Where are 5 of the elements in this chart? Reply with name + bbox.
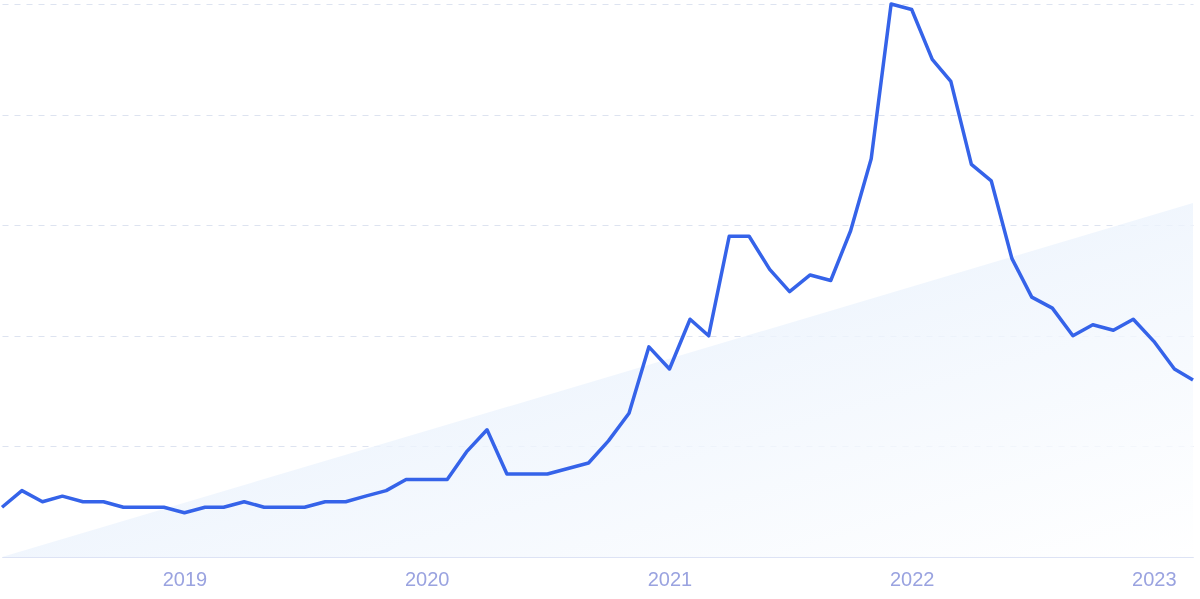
x-tick-label: 2020: [404, 567, 450, 590]
x-tick-label: 2021: [647, 567, 693, 590]
x-tick-label: 2022: [889, 567, 935, 590]
x-tick-label: 2023: [1132, 567, 1177, 590]
x-tick-label: 2019: [162, 567, 208, 590]
